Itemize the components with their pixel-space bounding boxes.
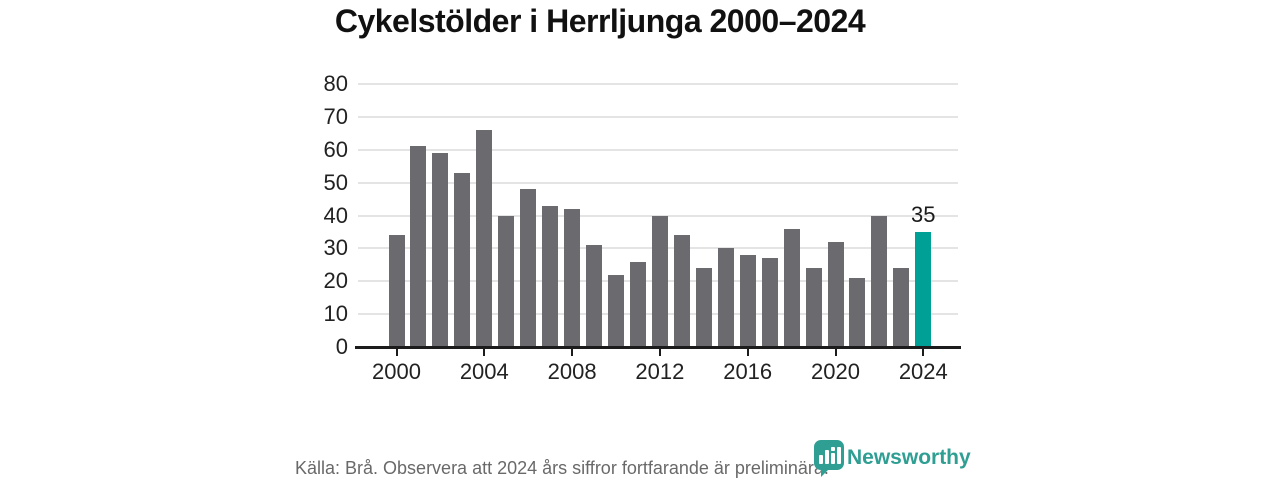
x-tick-label-2004: 2004 (459, 359, 509, 384)
bar-2013 (674, 235, 690, 347)
x-tick-2000 (395, 349, 398, 356)
bar-2011 (630, 261, 646, 347)
x-tick-2012 (658, 349, 661, 356)
y-tick-label-80: 80 (323, 71, 348, 96)
bar-2018 (784, 228, 800, 347)
gridline-50 (358, 181, 958, 184)
bar-2000 (389, 235, 405, 347)
bar-2004 (476, 130, 492, 347)
x-tick-2004 (483, 349, 486, 356)
bar-2006 (520, 189, 536, 347)
bar-2019 (806, 268, 822, 347)
bar-value-annotation: 35 (911, 201, 936, 227)
source-note: Källa: Brå. Observera att 2024 års siffr… (295, 458, 829, 478)
x-tick-2016 (746, 349, 749, 356)
gridline-70 (358, 115, 958, 118)
x-tick-2024 (922, 349, 925, 356)
bar-2015 (718, 248, 734, 347)
bar-2007 (542, 205, 558, 347)
y-tick-label-10: 10 (323, 301, 348, 327)
bar-2021 (849, 277, 865, 347)
x-tick-label-2000: 2000 (372, 359, 421, 384)
bar-2002 (432, 153, 448, 347)
bar-2001 (410, 146, 426, 347)
bar-2012 (652, 215, 668, 347)
bar-2008 (564, 208, 580, 347)
x-tick-label-2024: 2024 (898, 359, 948, 384)
bar-2022 (871, 215, 887, 347)
x-tick-label-2012: 2012 (635, 359, 685, 384)
newsworthy-pin-barchart-icon (814, 440, 844, 480)
bar-2005 (498, 215, 514, 347)
bar-2020 (828, 241, 844, 347)
x-tick-label-2008: 2008 (547, 359, 597, 384)
x-tick-2008 (571, 349, 574, 356)
y-tick-label-70: 70 (323, 103, 348, 129)
bar-2010 (608, 274, 624, 347)
bar-2017 (762, 258, 778, 347)
newsworthy-brand-link[interactable]: Newsworthy (814, 440, 971, 480)
x-tick-2020 (834, 349, 837, 356)
bar-2023 (893, 268, 909, 347)
y-tick-label-50: 50 (323, 169, 348, 195)
bar-2003 (454, 172, 470, 347)
bar-2016 (740, 254, 756, 347)
y-tick-label-60: 60 (323, 136, 348, 162)
bar-2014 (696, 268, 712, 347)
gridline-60 (358, 148, 958, 151)
y-tick-label-40: 40 (323, 202, 348, 228)
gridline-80 (358, 83, 958, 85)
y-tick-label-20: 20 (323, 268, 348, 294)
y-tick-label-30: 30 (323, 235, 348, 261)
x-tick-label-2020: 2020 (811, 359, 860, 384)
bar-2009 (586, 245, 602, 347)
newsworthy-brand-name: Newsworthy (847, 446, 971, 469)
x-tick-label-2016: 2016 (723, 359, 773, 384)
x-axis-line (355, 346, 961, 349)
y-tick-label-0: 0 (335, 334, 348, 359)
chart-title: Cykelstölder i Herrljunga 2000–2024 (334, 3, 866, 39)
bar-2024 (915, 231, 931, 347)
